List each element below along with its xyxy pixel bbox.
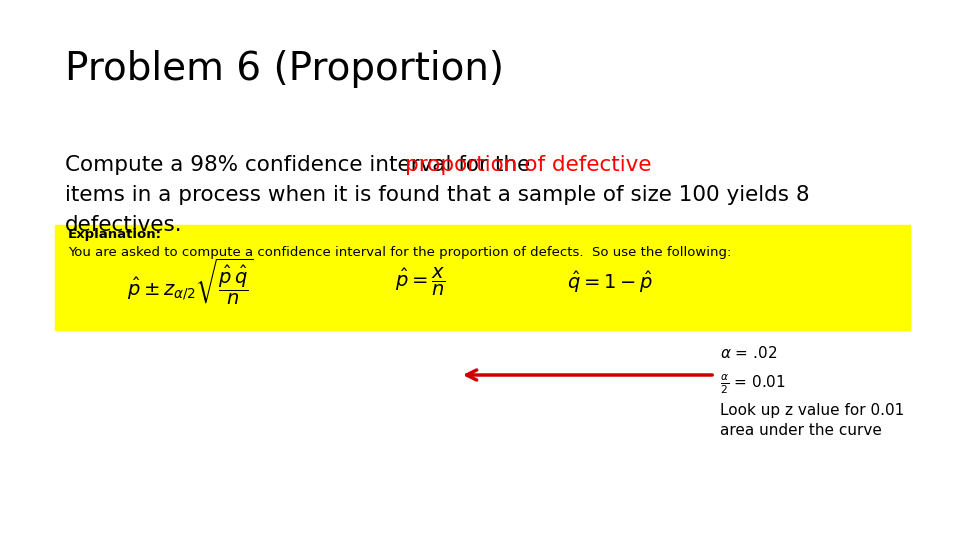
Text: You are asked to compute a confidence interval for the proportion of defects.  S: You are asked to compute a confidence in… xyxy=(68,246,732,259)
Text: $\alpha$ = .02: $\alpha$ = .02 xyxy=(720,345,778,361)
Text: items in a process when it is found that a sample of size 100 yields 8: items in a process when it is found that… xyxy=(65,185,809,205)
Bar xyxy=(55,225,910,330)
Text: Problem 6 (Proportion): Problem 6 (Proportion) xyxy=(65,50,504,88)
Text: Compute a 98% confidence interval for the: Compute a 98% confidence interval for th… xyxy=(65,155,538,175)
Text: $\frac{\alpha}{2}$ = 0.01: $\frac{\alpha}{2}$ = 0.01 xyxy=(720,373,786,396)
Text: Explanation:: Explanation: xyxy=(68,228,162,241)
Text: $\hat{p}\pm z_{\alpha/2}\sqrt{\dfrac{\hat{p}\,\hat{q}}{n}}$: $\hat{p}\pm z_{\alpha/2}\sqrt{\dfrac{\ha… xyxy=(127,257,253,307)
Text: $\hat{q}=1-\hat{p}$: $\hat{q}=1-\hat{p}$ xyxy=(567,269,653,295)
Text: proportion of defective: proportion of defective xyxy=(405,155,652,175)
Text: $\hat{p}=\dfrac{x}{n}$: $\hat{p}=\dfrac{x}{n}$ xyxy=(395,266,445,298)
Text: Look up z value for 0.01
area under the curve: Look up z value for 0.01 area under the … xyxy=(720,403,904,438)
Text: defectives.: defectives. xyxy=(65,215,182,235)
